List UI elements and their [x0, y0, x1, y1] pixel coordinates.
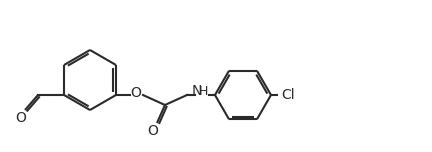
Text: N: N [192, 84, 202, 98]
Text: O: O [148, 124, 159, 138]
Text: O: O [16, 111, 26, 125]
Text: O: O [130, 86, 141, 100]
Text: H: H [198, 85, 208, 97]
Text: Cl: Cl [281, 88, 295, 102]
